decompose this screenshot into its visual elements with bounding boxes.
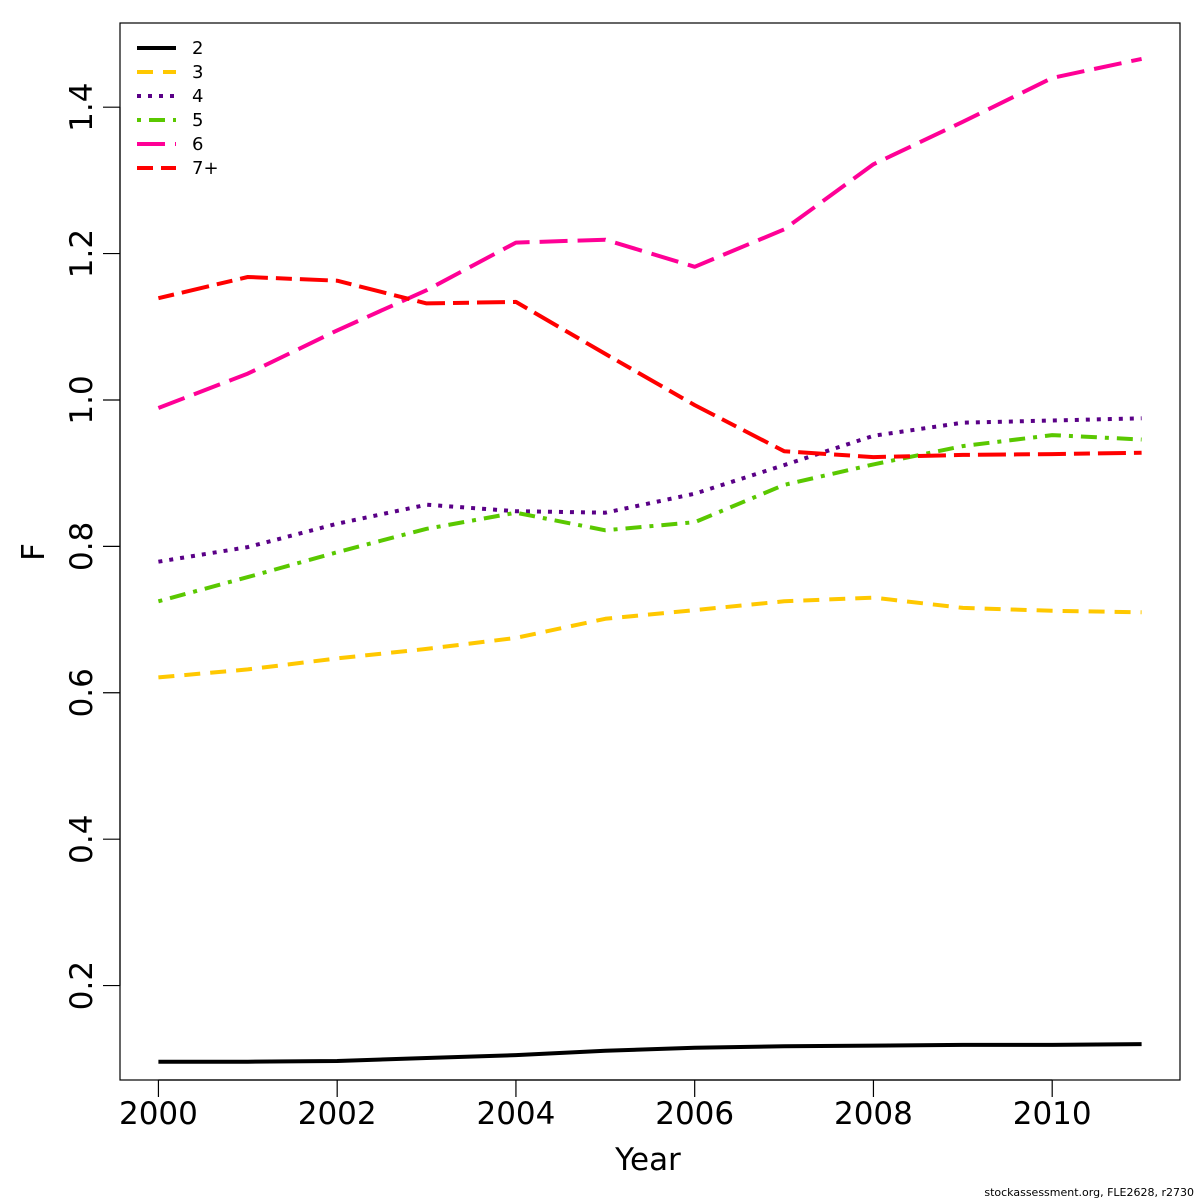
plot-frame [119, 22, 1181, 1081]
series-line-7plus [157, 275, 1142, 460]
credit-text: stockassessment.org, FLE2628, r2730 [984, 1186, 1194, 1199]
x-tick-label: 2000 [119, 1096, 198, 1132]
series-line-4 [158, 416, 1142, 564]
x-tick-label: 2004 [476, 1096, 555, 1132]
y-axis: 0.2 0.4 0.6 0.8 1.0 1.2 1.4 [64, 83, 121, 1010]
legend-label: 5 [192, 110, 203, 131]
legend-label: 3 [192, 62, 203, 83]
x-tick-label: 2002 [298, 1096, 377, 1132]
x-tick-label: 2010 [1013, 1096, 1092, 1132]
x-tick-label: 2008 [834, 1096, 913, 1132]
legend-label: 4 [192, 86, 203, 107]
x-tick-label: 2006 [655, 1096, 734, 1132]
legend-label: 6 [192, 134, 203, 155]
y-tick-label: 1.4 [64, 83, 100, 132]
series-line-2 [158, 1042, 1142, 1064]
x-axis-title: Year [614, 1142, 681, 1178]
y-tick-label: 0.4 [64, 815, 100, 864]
y-tick-label: 0.8 [64, 522, 100, 571]
x-axis: 2000 2002 2004 2006 2008 2010 [119, 1079, 1092, 1132]
y-tick-label: 1.0 [64, 375, 100, 424]
legend-label: 2 [192, 38, 203, 59]
y-tick-label: 1.2 [64, 229, 100, 278]
y-axis-title: F [16, 543, 52, 561]
legend: 2 3 4 5 6 7+ [137, 38, 219, 179]
y-tick-label: 0.6 [64, 668, 100, 717]
series-line-3 [158, 595, 1142, 680]
series-line-6 [157, 56, 1143, 410]
y-tick-label: 0.2 [64, 961, 100, 1010]
legend-label: 7+ [192, 158, 219, 179]
series-layer [157, 56, 1143, 1064]
series-line-5 [157, 433, 1142, 604]
